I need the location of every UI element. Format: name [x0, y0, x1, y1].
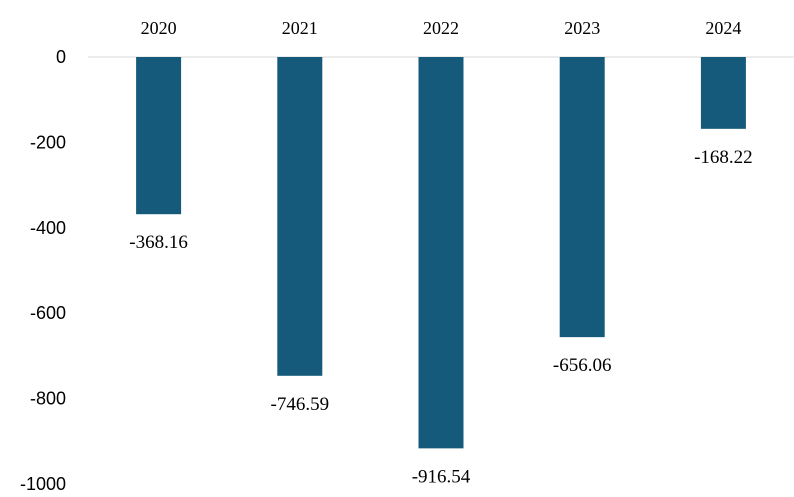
y-tick-label: -1000 — [20, 474, 66, 494]
x-category-label: 2024 — [705, 18, 741, 38]
bar — [418, 57, 464, 449]
x-category-label: 2020 — [141, 18, 177, 38]
y-tick-label: 0 — [56, 47, 66, 67]
y-tick-label: -400 — [30, 218, 66, 238]
bar — [277, 57, 323, 376]
bar — [700, 57, 746, 129]
x-category-label: 2021 — [282, 18, 318, 38]
bar-series — [136, 57, 746, 449]
data-label: -746.59 — [271, 394, 330, 415]
y-tick-label: -600 — [30, 303, 66, 323]
y-tick-label: -800 — [30, 389, 66, 409]
data-label: -656.06 — [553, 355, 612, 376]
x-category-label: 2022 — [423, 18, 459, 38]
x-category-label: 2023 — [564, 18, 600, 38]
data-label: -368.16 — [129, 232, 188, 253]
data-label: -168.22 — [694, 147, 753, 168]
y-tick-label: -200 — [30, 132, 66, 152]
data-labels: -368.16 -746.59 -916.54 -656.06 -168.22 — [129, 147, 752, 488]
bar — [136, 57, 182, 215]
bar — [559, 57, 605, 338]
x-axis-category-labels: 2020 2021 2022 2023 2024 — [141, 18, 742, 38]
y-axis-tick-labels: 0 -200 -400 -600 -800 -1000 — [20, 47, 66, 494]
data-label: -916.54 — [412, 466, 471, 487]
